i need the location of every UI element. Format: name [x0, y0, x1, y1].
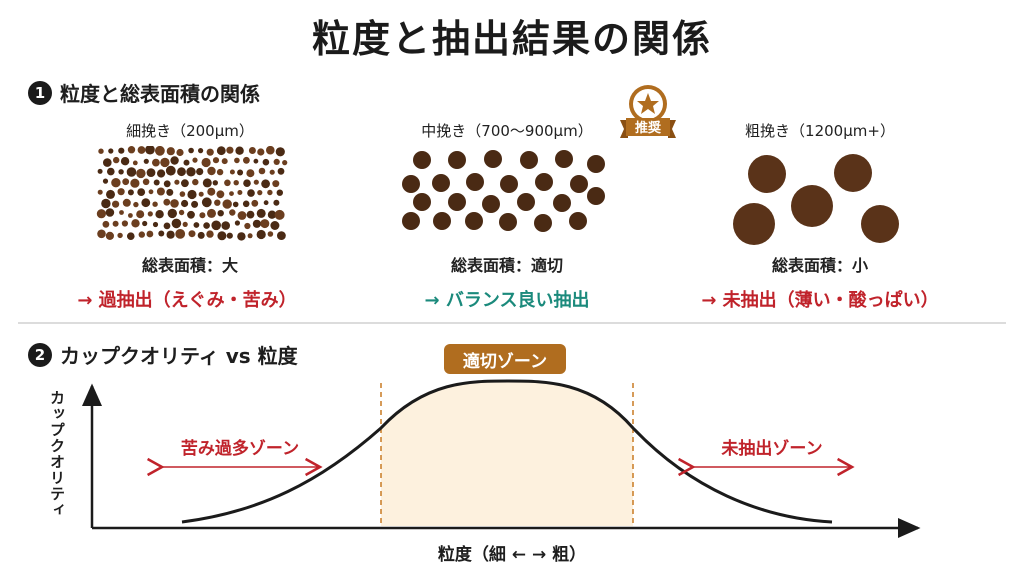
- section2-heading: カップクオリティ vs 粒度: [60, 344, 298, 368]
- fine-grind-column: 細挽き（200μm）: [40, 120, 340, 141]
- medium-result: → バランス良い抽出: [424, 290, 590, 311]
- section1-number-badge: 1: [28, 80, 52, 105]
- page-title: 粒度と抽出結果の関係: [311, 17, 712, 61]
- fine-grounds-particles: [96, 146, 288, 241]
- medium-grounds-particles: [402, 150, 605, 232]
- optimal-zone-label: 適切ゾーン: [444, 344, 566, 374]
- x-axis-label: 粒度（細 ← → 粗）: [437, 545, 587, 565]
- recommended-badge: 推奨: [620, 85, 676, 138]
- coarse-grind-column: 粗挽き（1200μm+）: [670, 120, 970, 141]
- right-zone-label: 未抽出ゾーン: [721, 439, 823, 459]
- coarse-grounds-particles: [733, 154, 899, 245]
- coarse-grind-label: 粗挽き（1200μm+）: [745, 122, 895, 140]
- medium-surface-area: 総表面積：適切: [450, 256, 563, 275]
- medium-grind-label: 中挽き（700〜900μm）: [421, 122, 593, 140]
- coarse-result: → 未抽出（薄い・酸っぱい）: [701, 290, 939, 311]
- fine-surface-area: 総表面積：大: [141, 256, 238, 275]
- quality-curve: [181, 379, 833, 524]
- section1-header: 1 粒度と総表面積の関係: [28, 78, 260, 107]
- fine-grind-label: 細挽き（200μm）: [126, 122, 254, 140]
- fine-result: → 過抽出（えぐみ・苦み）: [77, 290, 297, 311]
- medium-grind-column: 中挽き（700〜900μm）: [357, 120, 657, 141]
- optimal-zone-fill: [381, 381, 633, 526]
- section2-number-badge: 2: [28, 342, 52, 367]
- y-axis-label: カップクオリティ: [48, 390, 66, 518]
- section2-header: 2 カップクオリティ vs 粒度: [28, 340, 298, 369]
- star-icon: [637, 93, 659, 114]
- recommended-badge-text: 推奨: [635, 120, 662, 136]
- section-divider: [18, 322, 1006, 324]
- section1-heading: 粒度と総表面積の関係: [60, 82, 260, 106]
- coarse-surface-area: 総表面積：小: [771, 256, 868, 275]
- left-zone-label: 苦み過多ゾーン: [180, 439, 300, 459]
